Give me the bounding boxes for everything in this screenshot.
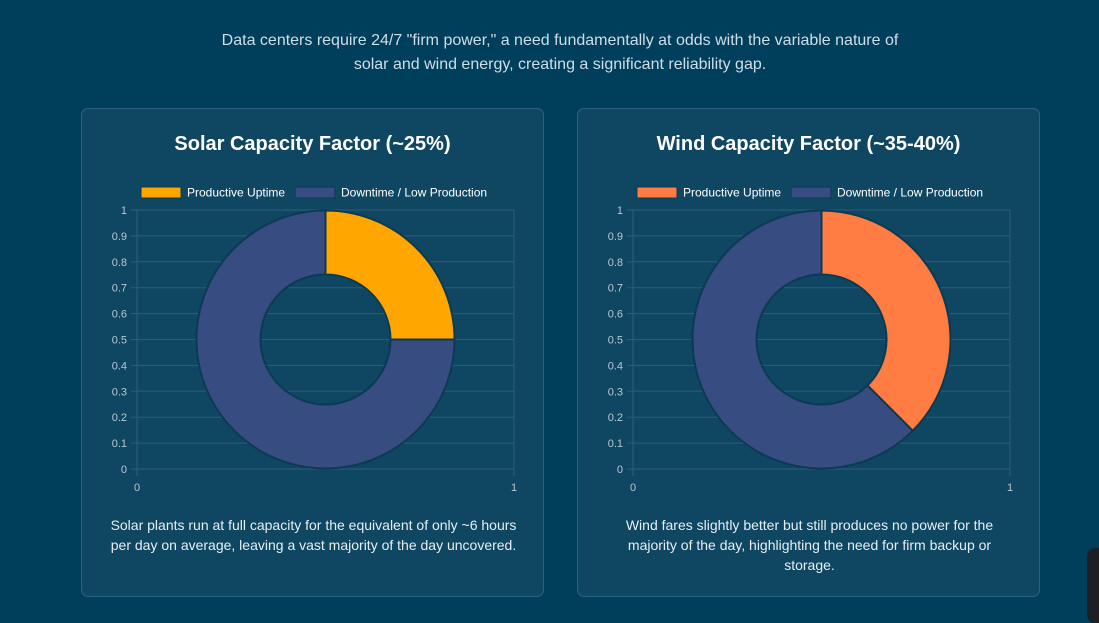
solar-chart-card: Solar Capacity Factor (~25%) Productive … bbox=[81, 108, 544, 597]
solar-caption: Solar plants run at full capacity for th… bbox=[110, 517, 517, 553]
solar-ytick-label: 0.3 bbox=[112, 386, 127, 398]
wind-ytick-label: 0.5 bbox=[608, 335, 623, 347]
wind-slice-productive-uptime bbox=[820, 209, 952, 433]
wind-chart-title: Wind Capacity Factor (~35-40%) bbox=[656, 133, 961, 155]
wind-ytick-label: 0.8 bbox=[608, 257, 623, 269]
solar-ytick-label: 0.7 bbox=[112, 283, 127, 295]
solar-ytick-label: 1 bbox=[121, 205, 127, 217]
wind-ytick-label: 0.9 bbox=[608, 231, 623, 243]
wind-xtick-label: 0 bbox=[630, 482, 636, 494]
wind-ytick-label: 0.6 bbox=[608, 309, 623, 321]
solar-slice-productive-uptime bbox=[324, 209, 456, 341]
wind-ytick-label: 0 bbox=[617, 464, 623, 476]
wind-caption: Wind fares slightly better but still pro… bbox=[625, 517, 994, 573]
solar-legend: Productive Uptime Downtime / Low Producti… bbox=[140, 186, 487, 200]
solar-xtick-label: 0 bbox=[134, 482, 140, 494]
intro-text: Data centers require 24/7 "firm power," … bbox=[180, 29, 940, 77]
wind-ytick-label: 1 bbox=[617, 205, 623, 217]
wind-doughnut-chart: Productive Uptime Downtime / Low Producti… bbox=[608, 186, 1013, 495]
solar-ytick-label: 0.2 bbox=[112, 412, 127, 424]
wind-legend-label-downtime: Downtime / Low Production bbox=[837, 186, 983, 200]
solar-ytick-label: 0.4 bbox=[112, 360, 127, 372]
solar-legend-swatch-productive-uptime bbox=[140, 186, 182, 199]
wind-legend-swatch-productive-uptime bbox=[636, 186, 678, 199]
solar-doughnut-chart: Productive Uptime Downtime / Low Producti… bbox=[112, 186, 517, 495]
intro-line-2: solar and wind energy, creating a signif… bbox=[353, 56, 767, 73]
solar-ytick-label: 0 bbox=[121, 464, 127, 476]
solar-xtick-label: 1 bbox=[511, 482, 517, 494]
solar-ytick-label: 0.8 bbox=[112, 257, 127, 269]
wind-slice-downtime bbox=[691, 209, 915, 470]
wind-ytick-label: 0.2 bbox=[608, 412, 623, 424]
solar-ytick-label: 0.5 bbox=[112, 335, 127, 347]
solar-legend-label-downtime: Downtime / Low Production bbox=[341, 186, 487, 200]
wind-xtick-label: 1 bbox=[1007, 482, 1013, 494]
intro-line-1: Data centers require 24/7 "firm power," … bbox=[221, 32, 899, 49]
solar-slice-downtime bbox=[195, 209, 456, 470]
wind-legend: Productive Uptime Downtime / Low Producti… bbox=[636, 186, 983, 200]
wind-legend-swatch-downtime bbox=[790, 186, 832, 199]
solar-chart-title: Solar Capacity Factor (~25%) bbox=[174, 133, 451, 155]
solar-legend-label-productive-uptime: Productive Uptime bbox=[187, 186, 285, 200]
solar-legend-swatch-downtime bbox=[294, 186, 336, 199]
wind-ytick-label: 0.1 bbox=[608, 438, 623, 450]
solar-ytick-label: 0.6 bbox=[112, 309, 127, 321]
wind-ytick-label: 0.7 bbox=[608, 283, 623, 295]
solar-ytick-label: 0.1 bbox=[112, 438, 127, 450]
wind-legend-label-productive-uptime: Productive Uptime bbox=[683, 186, 781, 200]
edge-scroll-strip bbox=[1087, 548, 1099, 623]
wind-ytick-label: 0.3 bbox=[608, 386, 623, 398]
wind-chart-card: Wind Capacity Factor (~35-40%) Productiv… bbox=[577, 108, 1040, 597]
solar-ytick-label: 0.9 bbox=[112, 231, 127, 243]
wind-ytick-label: 0.4 bbox=[608, 360, 623, 372]
